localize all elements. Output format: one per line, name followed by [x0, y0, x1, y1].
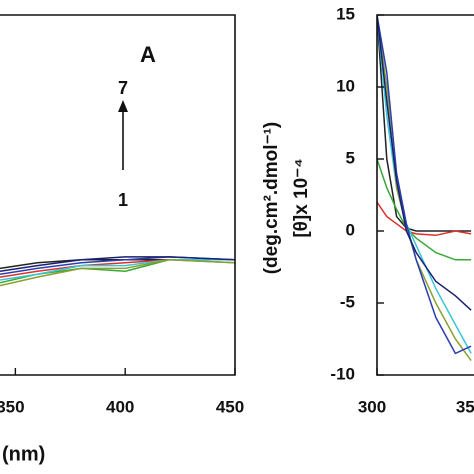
plot-area — [377, 15, 472, 362]
annotation: A — [140, 42, 156, 67]
arrow-head — [118, 100, 128, 112]
x-tick-label: 350 — [0, 397, 25, 416]
frame — [0, 14, 236, 376]
curve — [0, 259, 235, 287]
curve — [0, 256, 235, 273]
x-axis-label: (nm) — [2, 443, 45, 465]
y-tick-label: 0 — [346, 220, 355, 239]
annotation: 1 — [118, 190, 128, 210]
frame — [376, 14, 474, 376]
x-tick-label: 450 — [216, 397, 244, 416]
annotation: 7 — [118, 78, 128, 98]
curve — [377, 158, 472, 261]
y-tick-label: 5 — [346, 148, 355, 167]
y-axis-label: (deg.cm².dmol⁻¹) — [261, 122, 282, 275]
y-axis-label: [θ]x 10⁻⁴ — [291, 158, 312, 237]
x-tick-label: 300 — [358, 397, 386, 416]
y-tick-label: -10 — [330, 364, 355, 383]
y-tick-label: -5 — [340, 292, 355, 311]
curve — [377, 15, 472, 354]
x-tick-label: 400 — [106, 397, 134, 416]
curve — [377, 15, 472, 311]
y-tick-label: 10 — [336, 76, 355, 95]
y-tick-label: 15 — [336, 4, 355, 23]
plot-area — [0, 256, 235, 287]
x-tick-label: 350 — [456, 397, 474, 416]
